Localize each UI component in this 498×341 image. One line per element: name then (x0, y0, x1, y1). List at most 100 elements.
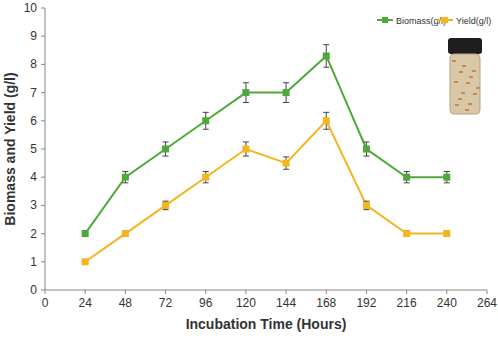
x-tick-label: 96 (199, 296, 213, 310)
legend-label: Yield(g/l) (456, 16, 491, 26)
vial-speck (454, 81, 458, 83)
error-bar (243, 83, 249, 103)
error-cap (363, 209, 369, 210)
marker (443, 230, 450, 237)
error-cap (163, 156, 169, 157)
inset-photo (448, 38, 482, 114)
error-cap (203, 182, 209, 183)
error-bar (444, 231, 450, 237)
error-bar (323, 112, 329, 129)
error-cap (323, 129, 329, 130)
y-tick-label: 6 (30, 114, 37, 128)
marker (202, 117, 209, 124)
error-cap (404, 182, 410, 183)
error-cap (444, 171, 450, 172)
legend-marker (442, 17, 448, 23)
error-cap (243, 82, 249, 83)
x-tick (366, 290, 367, 294)
error-cap (323, 67, 329, 68)
vial-cap (448, 38, 482, 54)
x-tick-label: 216 (397, 296, 417, 310)
x-tick (165, 290, 166, 294)
error-cap (243, 102, 249, 103)
x-tick (286, 290, 287, 294)
marker (122, 174, 129, 181)
x-tick-label: 72 (159, 296, 173, 310)
error-bar (82, 231, 88, 237)
error-cap (283, 156, 289, 157)
error-bar (363, 142, 369, 156)
legend: Biomass(g/l)Yield(g/l) (377, 16, 491, 26)
error-bar (283, 83, 289, 103)
x-tick (406, 290, 407, 294)
plot-area (82, 45, 451, 266)
error-cap (283, 82, 289, 83)
y-tick-label: 9 (30, 29, 37, 43)
x-tick-label: 168 (316, 296, 336, 310)
error-cap (203, 129, 209, 130)
x-tick (45, 290, 46, 294)
y-tick-label: 7 (30, 86, 37, 100)
vial-speck (452, 60, 456, 62)
marker (82, 230, 89, 237)
y-tick-label: 5 (30, 142, 37, 156)
error-bar (203, 112, 209, 129)
chart-container: 0244872961201441681922162402640123456789… (0, 0, 498, 341)
x-tick-label: 0 (42, 296, 49, 310)
error-cap (444, 182, 450, 183)
vial-speck (468, 103, 472, 105)
vial-speck (459, 71, 463, 73)
vial-speck (458, 98, 462, 100)
marker (122, 230, 129, 237)
error-cap (243, 141, 249, 142)
vial-body (450, 54, 480, 114)
error-cap (163, 201, 169, 202)
error-cap (363, 141, 369, 142)
legend-marker (382, 17, 388, 23)
y-tick-label: 1 (30, 255, 37, 269)
error-bar (243, 142, 249, 156)
vial-speck (461, 92, 465, 94)
marker (162, 202, 169, 209)
y-tick (41, 8, 45, 9)
x-tick-label: 48 (119, 296, 133, 310)
error-bar (404, 172, 410, 183)
y-tick-label: 8 (30, 57, 37, 71)
x-tick (125, 290, 126, 294)
y-tick (41, 290, 45, 291)
error-bar (404, 231, 410, 237)
vial-speck (469, 76, 473, 78)
chart-svg: 0244872961201441681922162402640123456789… (0, 0, 498, 341)
marker (403, 174, 410, 181)
marker (323, 117, 330, 124)
y-tick (41, 177, 45, 178)
x-tick-label: 264 (477, 296, 497, 310)
x-tick-label: 144 (276, 296, 296, 310)
x-tick (205, 290, 206, 294)
marker (363, 202, 370, 209)
marker (363, 146, 370, 153)
y-tick-label: 10 (24, 1, 38, 15)
x-tick (487, 290, 488, 294)
marker (162, 146, 169, 153)
vial-speck (455, 104, 459, 106)
y-tick (41, 261, 45, 262)
y-tick-label: 3 (30, 198, 37, 212)
error-bar (163, 142, 169, 156)
series-line (85, 121, 447, 262)
error-cap (203, 171, 209, 172)
error-bar (122, 231, 128, 237)
series-line (85, 56, 447, 234)
error-cap (163, 209, 169, 210)
error-bar (283, 157, 289, 169)
error-cap (323, 112, 329, 113)
vial-speck (472, 70, 476, 72)
y-tick (41, 36, 45, 37)
marker (443, 174, 450, 181)
y-axis-label: Biomass and Yield (g/l) (2, 72, 18, 225)
vial-speck (465, 109, 469, 111)
marker (202, 174, 209, 181)
vial-speck (476, 87, 480, 89)
error-cap (323, 44, 329, 45)
y-tick (41, 233, 45, 234)
